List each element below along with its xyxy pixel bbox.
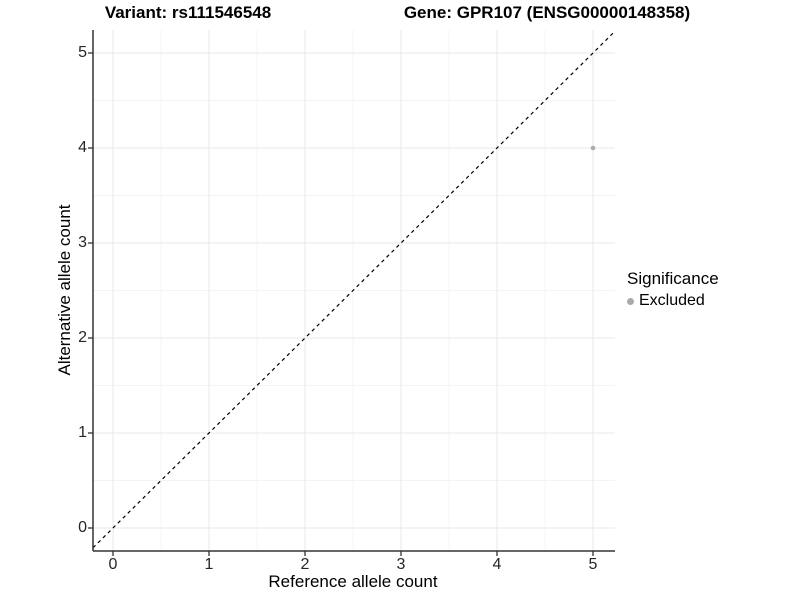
y-axis-title: Alternative allele count [55,204,74,376]
x-axis-title: Reference allele count [268,572,438,591]
y-tick-label-5: 5 [78,44,87,61]
x-tick-label-2: 2 [300,556,310,573]
identity-reference-line [92,30,616,549]
plot-title-variant: Variant: rs111546548 [104,3,272,22]
plot-title-gene: Gene: GPR107 (ENSG00000148358) [403,3,691,22]
x-tick-label-0: 0 [108,556,118,573]
legend-point-icon [627,297,634,305]
x-tick-label-5: 5 [588,556,598,573]
legend-item-excluded: Excluded [627,292,719,310]
data-point [590,145,596,151]
y-tick-label-0: 0 [78,519,87,536]
y-tick-label-2: 2 [78,329,87,346]
legend: Significance Excluded [627,269,719,310]
y-tick-label-3: 3 [78,234,87,251]
legend-title: Significance [627,269,719,288]
x-tick-label-3: 3 [396,556,406,573]
legend-item-label: Excluded [639,292,705,309]
y-tick-label-1: 1 [78,424,87,441]
x-tick-label-1: 1 [204,556,214,573]
y-tick-label-4: 4 [78,139,87,156]
x-tick-label-4: 4 [492,556,502,573]
